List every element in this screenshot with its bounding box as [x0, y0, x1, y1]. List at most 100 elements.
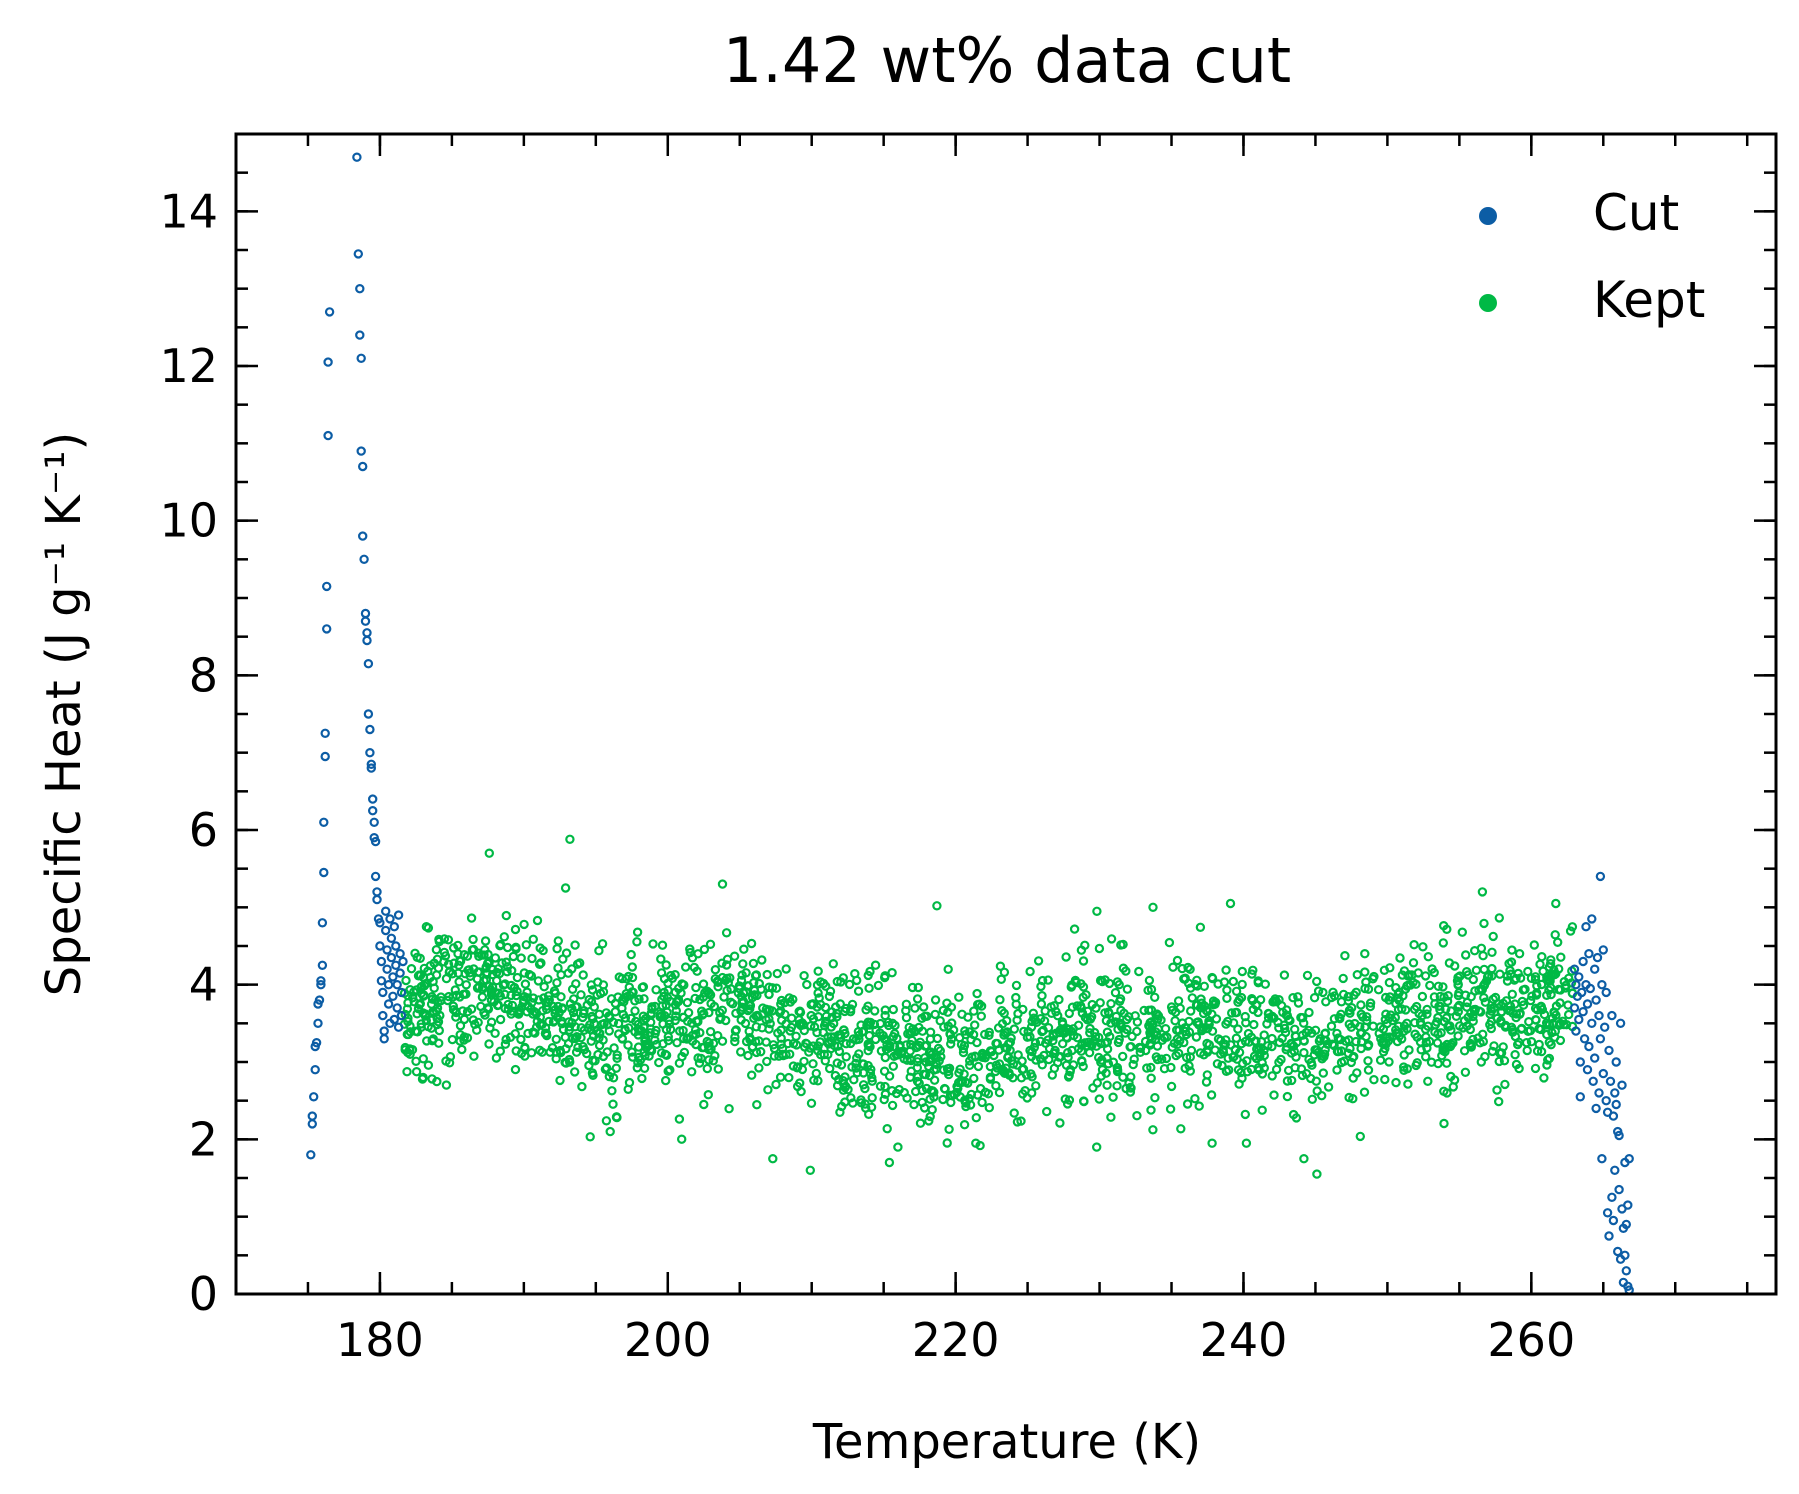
data-point	[944, 1124, 954, 1135]
data-point	[728, 999, 738, 1009]
data-point	[880, 971, 890, 981]
data-point	[510, 1029, 520, 1039]
data-point	[521, 940, 532, 950]
data-point	[372, 894, 382, 905]
data-point	[1181, 1052, 1192, 1063]
data-point	[378, 1010, 388, 1021]
data-point	[753, 1012, 764, 1022]
data-point	[453, 940, 463, 951]
data-point	[834, 1046, 845, 1057]
data-point	[433, 963, 444, 973]
data-point	[907, 1027, 917, 1038]
data-point	[1534, 1023, 1544, 1034]
data-point	[401, 975, 411, 986]
data-point	[527, 997, 537, 1008]
data-point	[1532, 1005, 1543, 1015]
data-point	[526, 971, 537, 981]
data-point	[608, 1017, 619, 1028]
data-point	[708, 1056, 719, 1066]
data-point	[1078, 992, 1088, 1003]
data-point	[942, 1138, 952, 1148]
data-point	[1092, 906, 1102, 917]
data-point	[1068, 1024, 1079, 1034]
data-point	[1411, 979, 1421, 989]
data-point	[608, 1073, 619, 1083]
data-point	[528, 993, 539, 1003]
data-point	[906, 1066, 917, 1076]
series-cut	[306, 152, 1634, 1295]
data-point	[434, 1025, 444, 1036]
data-point	[847, 1062, 857, 1072]
data-point	[594, 1009, 605, 1020]
data-point	[1344, 1005, 1355, 1016]
data-point	[812, 1027, 822, 1038]
data-point	[1420, 1052, 1431, 1062]
data-point	[973, 1061, 984, 1072]
data-point	[997, 1006, 1007, 1016]
data-point	[495, 941, 505, 951]
data-point	[661, 1075, 671, 1086]
data-point	[931, 1064, 942, 1075]
data-point	[1260, 979, 1271, 989]
data-point	[1030, 1038, 1041, 1048]
data-point	[699, 1042, 709, 1053]
data-point	[1211, 1014, 1222, 1024]
data-point	[1326, 992, 1337, 1003]
data-point	[754, 1036, 764, 1046]
data-point	[925, 1027, 936, 1037]
data-point	[1356, 1000, 1366, 1010]
data-point	[1162, 1032, 1172, 1042]
data-point	[903, 1029, 913, 1039]
data-point	[1399, 966, 1410, 976]
data-point	[1026, 1088, 1037, 1098]
data-point	[1453, 1031, 1463, 1041]
data-point	[781, 964, 791, 974]
data-point	[1043, 975, 1053, 985]
data-point	[1263, 1008, 1274, 1019]
data-point	[352, 152, 362, 162]
data-point	[554, 1007, 564, 1018]
data-point	[1344, 1035, 1354, 1045]
data-point	[483, 949, 493, 960]
data-point	[646, 1046, 657, 1056]
data-point	[1385, 963, 1395, 973]
data-point	[799, 1056, 809, 1067]
data-point	[1514, 1063, 1524, 1074]
data-point	[1318, 987, 1328, 998]
data-point	[1087, 999, 1098, 1010]
data-point	[1204, 1040, 1215, 1050]
data-point	[775, 1072, 786, 1082]
data-point	[1352, 1068, 1362, 1078]
data-point	[1409, 1018, 1420, 1028]
data-point	[632, 1063, 643, 1073]
data-point	[663, 1035, 674, 1046]
data-point	[565, 834, 575, 845]
data-point	[1494, 913, 1505, 923]
data-point	[1433, 1058, 1443, 1069]
data-point	[1306, 1057, 1316, 1068]
data-point	[968, 1029, 979, 1040]
data-point	[946, 1039, 956, 1049]
data-point	[1033, 956, 1044, 966]
data-point	[393, 910, 404, 920]
data-point	[1039, 1016, 1050, 1026]
data-point	[813, 988, 823, 998]
data-point	[1510, 1049, 1520, 1060]
data-point	[1418, 942, 1428, 952]
data-point	[947, 1018, 957, 1028]
data-point	[820, 1002, 831, 1013]
data-point	[785, 1026, 795, 1036]
data-point	[1587, 914, 1597, 924]
data-point	[1326, 1021, 1337, 1031]
data-point	[977, 1097, 987, 1108]
data-point	[560, 1032, 571, 1043]
data-point	[486, 1017, 497, 1027]
data-point	[1541, 990, 1552, 1001]
data-point	[1453, 972, 1463, 983]
data-point	[1086, 1039, 1096, 1050]
data-point	[1312, 1169, 1322, 1179]
data-point	[1047, 1070, 1058, 1080]
data-point	[645, 1028, 655, 1038]
data-point	[1387, 1015, 1398, 1026]
y-tick-label: 14	[159, 184, 218, 238]
